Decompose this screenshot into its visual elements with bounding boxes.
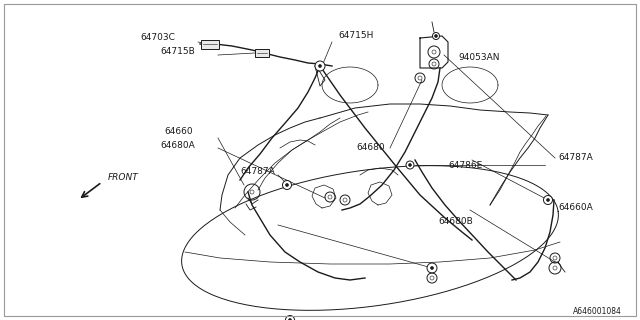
Circle shape [408,164,412,166]
Text: 64680A: 64680A [160,140,195,149]
Text: 64680B: 64680B [438,218,473,227]
Circle shape [319,65,321,68]
Circle shape [406,161,414,169]
Text: 64786E: 64786E [448,161,483,170]
Text: 94053AN: 94053AN [458,53,499,62]
Text: 64715B: 64715B [160,47,195,57]
Circle shape [431,267,433,269]
Circle shape [543,196,552,204]
Circle shape [285,316,294,320]
Text: 64660A: 64660A [558,204,593,212]
Circle shape [285,183,289,187]
Text: 64703C: 64703C [140,34,175,43]
Text: 64715H: 64715H [338,30,373,39]
Circle shape [547,198,550,202]
Circle shape [315,61,325,71]
Text: 64787A: 64787A [558,154,593,163]
Bar [201,39,219,49]
Circle shape [282,180,291,189]
Circle shape [435,35,438,37]
Text: 64787A: 64787A [240,167,275,177]
Bar [255,49,269,57]
Circle shape [289,318,291,320]
Text: 64660: 64660 [164,127,193,137]
Text: 64680: 64680 [356,143,385,153]
Text: FRONT: FRONT [108,173,139,182]
Circle shape [433,33,440,39]
Circle shape [427,263,437,273]
Text: A646001084: A646001084 [573,308,622,316]
